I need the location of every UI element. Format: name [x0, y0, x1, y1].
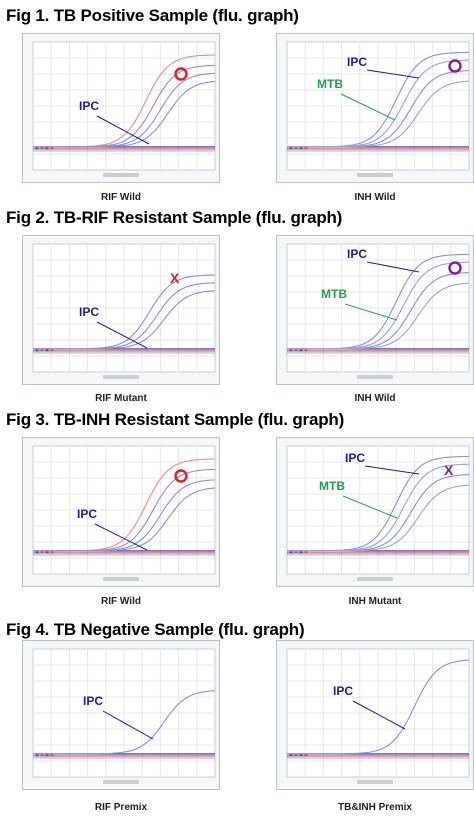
- mtb-label: MTB: [317, 77, 343, 91]
- ipc-pointer-line: [94, 523, 148, 551]
- x-scroll-strip: [103, 577, 139, 581]
- chart-panel-fig1-right: IPC MTB: [276, 33, 474, 183]
- amplification-plot: IPC: [32, 648, 216, 784]
- x-scroll-strip: [357, 375, 393, 379]
- x-scroll-strip: [103, 375, 139, 379]
- caption-fig3-right: INH Mutant: [348, 596, 402, 607]
- x-scroll-strip: [357, 780, 393, 784]
- amplification-plot: IPC MTB: [286, 243, 470, 379]
- amplification-curve: [287, 282, 470, 350]
- ipc-label: IPC: [79, 99, 99, 113]
- mtb-pointer-line: [344, 303, 398, 321]
- ipc-label: IPC: [345, 451, 365, 465]
- chart-panel-fig3-left: IPC: [22, 437, 220, 587]
- ipc-pointer-line: [366, 69, 420, 79]
- ipc-label: IPC: [347, 247, 367, 261]
- fig3-title: Fig 3. TB-INH Resistant Sample (flu. gra…: [6, 410, 345, 429]
- ipc-pointer-line: [96, 115, 150, 145]
- ipc-label: IPC: [83, 694, 103, 708]
- chart-panel-fig4-right: IPC: [276, 640, 474, 790]
- ipc-label: IPC: [347, 55, 367, 69]
- positive-circle-marker: [448, 261, 462, 275]
- negative-x-marker: X: [444, 462, 454, 478]
- x-scroll-strip: [103, 173, 139, 177]
- ipc-label: IPC: [333, 684, 353, 698]
- chart-panel-fig2-left: IPC X: [22, 235, 220, 385]
- chart-panel-fig1-left: IPC: [22, 33, 220, 183]
- x-scroll-strip: [357, 577, 393, 581]
- caption-fig2-right: INH Wild: [354, 393, 396, 404]
- fig2-title: Fig 2. TB-RIF Resistant Sample (flu. gra…: [6, 208, 343, 227]
- mtb-pointer-line: [340, 93, 396, 121]
- amplification-curve: [33, 690, 216, 755]
- ipc-pointer-line: [366, 261, 420, 273]
- positive-circle-marker: [174, 469, 188, 483]
- caption-fig2-left: RIF Mutant: [95, 393, 147, 404]
- amplification-curve: [287, 659, 470, 755]
- chart-panel-fig4-left: IPC: [22, 640, 220, 790]
- caption-fig4-left: RIF Premix: [94, 802, 148, 813]
- mtb-label: MTB: [319, 479, 345, 493]
- positive-circle-marker: [174, 67, 188, 81]
- negative-x-marker: X: [170, 270, 180, 286]
- amplification-curve: [33, 487, 216, 552]
- chart-panel-fig3-right: IPC MTB X: [276, 437, 474, 587]
- mtb-pointer-line: [342, 495, 398, 519]
- x-scroll-strip: [357, 173, 393, 177]
- positive-circle-marker: [448, 59, 462, 73]
- caption-fig1-right: INH Wild: [354, 192, 396, 203]
- ipc-label: IPC: [79, 305, 99, 319]
- chart-panel-fig2-right: IPC MTB: [276, 235, 474, 385]
- amplification-curve: [33, 290, 216, 350]
- fig4-title: Fig 4. TB Negative Sample (flu. graph): [6, 620, 305, 639]
- ipc-label: IPC: [77, 507, 97, 521]
- ipc-pointer-line: [96, 321, 148, 349]
- x-scroll-strip: [103, 780, 139, 784]
- amplification-curve: [33, 80, 216, 148]
- caption-fig1-left: RIF Wild: [101, 192, 141, 203]
- amplification-curve: [287, 80, 470, 148]
- mtb-label: MTB: [321, 287, 347, 301]
- amplification-plot: IPC: [32, 41, 216, 177]
- ipc-pointer-line: [102, 710, 154, 740]
- caption-fig3-left: RIF Wild: [101, 596, 141, 607]
- amplification-plot: IPC: [32, 445, 216, 581]
- amplification-plot: IPC: [286, 648, 470, 784]
- amplification-curve: [287, 484, 470, 552]
- ipc-pointer-line: [364, 465, 420, 475]
- fig1-title: Fig 1. TB Positive Sample (flu. graph): [6, 6, 299, 25]
- amplification-plot: IPC MTB: [286, 41, 470, 177]
- caption-fig4-right: TB&INH Premix: [338, 802, 412, 813]
- ipc-pointer-line: [352, 700, 406, 730]
- amplification-plot: IPC X: [32, 243, 216, 379]
